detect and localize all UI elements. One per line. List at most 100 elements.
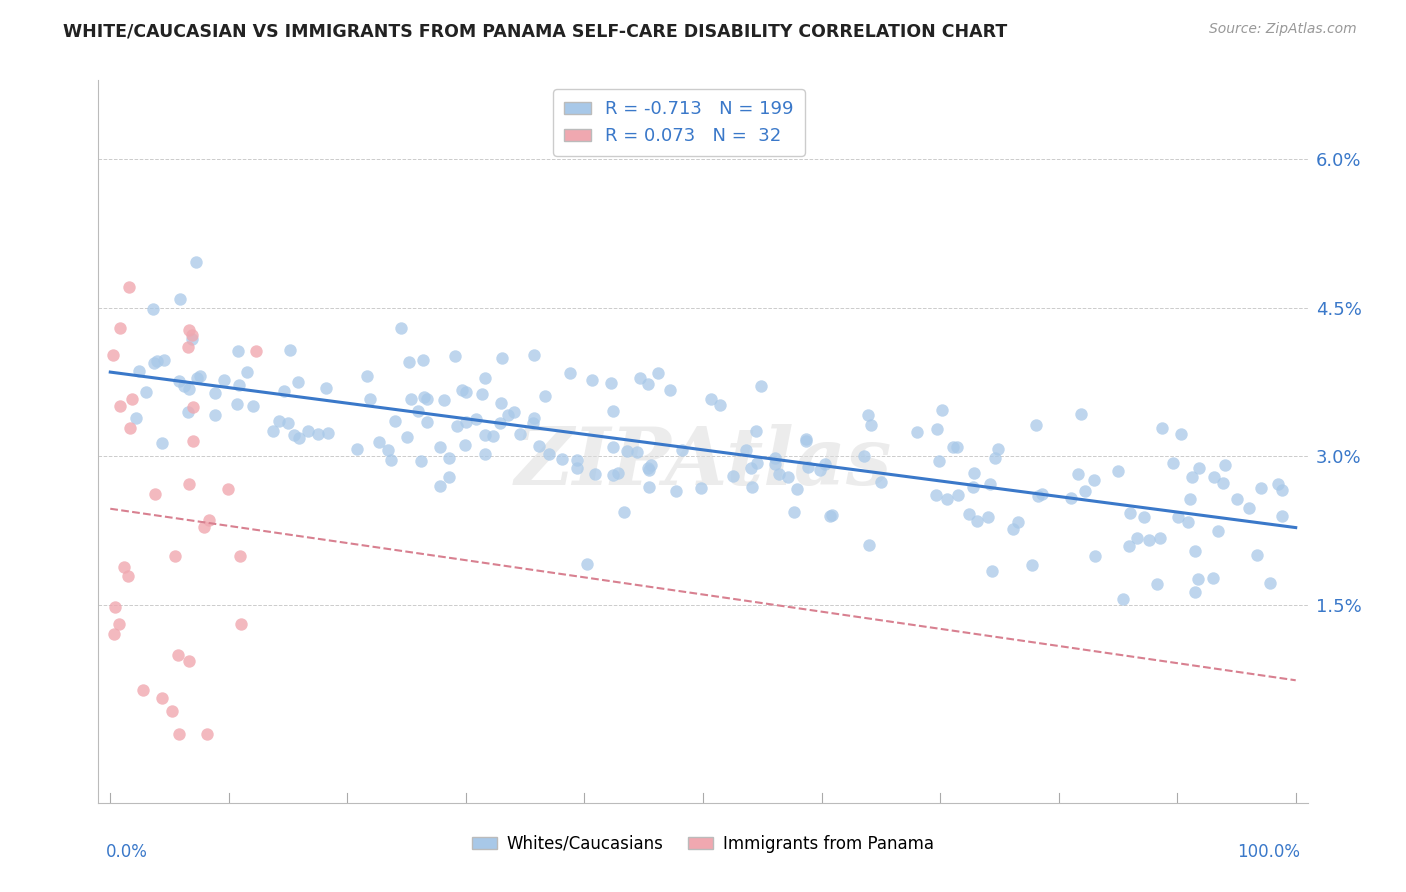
Point xyxy=(671,442,693,457)
Point xyxy=(398,355,420,369)
Point xyxy=(277,416,299,430)
Point xyxy=(307,426,329,441)
Point xyxy=(534,389,557,403)
Point xyxy=(142,302,165,317)
Point xyxy=(488,416,510,430)
Point xyxy=(112,560,135,574)
Point xyxy=(117,568,139,582)
Point xyxy=(723,468,745,483)
Point xyxy=(523,348,546,362)
Point xyxy=(818,509,841,524)
Point xyxy=(204,385,226,400)
Point xyxy=(454,438,477,452)
Point xyxy=(565,453,588,467)
Point xyxy=(297,424,319,438)
Point xyxy=(411,454,433,468)
Point xyxy=(1202,470,1225,484)
Point xyxy=(783,505,806,519)
Point xyxy=(931,403,953,417)
Point xyxy=(267,414,290,428)
Point xyxy=(444,350,467,364)
Point xyxy=(581,373,603,387)
Point xyxy=(160,704,183,718)
Point xyxy=(1206,524,1229,538)
Point xyxy=(412,353,434,368)
Point xyxy=(1119,506,1142,520)
Point xyxy=(1137,533,1160,547)
Point xyxy=(169,374,191,388)
Point xyxy=(108,616,131,631)
Point xyxy=(963,466,986,480)
Point xyxy=(169,726,191,740)
Point xyxy=(602,468,624,483)
Point xyxy=(217,482,239,496)
Point xyxy=(1226,492,1249,507)
Point xyxy=(745,424,768,438)
Point xyxy=(576,558,599,572)
Point xyxy=(399,392,422,406)
Point xyxy=(177,382,200,396)
Point xyxy=(169,293,191,307)
Point xyxy=(1007,515,1029,529)
Point xyxy=(509,427,531,442)
Point xyxy=(626,445,648,459)
Point xyxy=(1184,544,1206,558)
Point xyxy=(287,375,309,389)
Point xyxy=(1213,458,1236,472)
Point xyxy=(1149,531,1171,545)
Text: 100.0%: 100.0% xyxy=(1237,843,1301,861)
Point xyxy=(763,451,786,466)
Point xyxy=(1267,477,1289,491)
Point xyxy=(1177,515,1199,529)
Point xyxy=(768,467,790,481)
Point xyxy=(125,410,148,425)
Point xyxy=(1246,548,1268,562)
Point xyxy=(186,255,208,269)
Point xyxy=(346,442,368,456)
Point xyxy=(429,479,451,493)
Point xyxy=(776,470,799,484)
Point xyxy=(491,351,513,366)
Point xyxy=(984,451,1007,466)
Point xyxy=(377,443,399,458)
Point xyxy=(1021,558,1043,572)
Point xyxy=(942,440,965,454)
Point xyxy=(456,384,478,399)
Point xyxy=(181,434,204,448)
Point xyxy=(204,408,226,422)
Point xyxy=(1250,481,1272,495)
Point xyxy=(1239,500,1261,515)
Point xyxy=(143,487,166,501)
Point xyxy=(415,415,437,429)
Point xyxy=(927,422,949,436)
Point xyxy=(406,404,429,418)
Point xyxy=(1167,510,1189,524)
Point xyxy=(1107,464,1129,478)
Point xyxy=(389,321,412,335)
Point xyxy=(1070,407,1092,421)
Point xyxy=(709,398,731,412)
Text: Source: ZipAtlas.com: Source: ZipAtlas.com xyxy=(1209,22,1357,37)
Point xyxy=(212,372,235,386)
Point xyxy=(522,417,544,431)
Point xyxy=(474,428,496,442)
Point xyxy=(132,683,155,698)
Point xyxy=(928,454,950,468)
Point xyxy=(135,384,157,399)
Point xyxy=(143,356,166,370)
Text: 0.0%: 0.0% xyxy=(105,843,148,861)
Point xyxy=(186,371,208,385)
Point xyxy=(120,421,142,435)
Point xyxy=(529,439,551,453)
Point xyxy=(665,484,688,499)
Point xyxy=(1187,572,1209,586)
Point xyxy=(496,409,519,423)
Point xyxy=(602,403,624,417)
Point xyxy=(560,366,582,380)
Point xyxy=(977,509,1000,524)
Point xyxy=(858,538,880,552)
Point xyxy=(905,425,928,439)
Point xyxy=(464,412,486,426)
Point xyxy=(1201,571,1223,585)
Point xyxy=(628,370,651,384)
